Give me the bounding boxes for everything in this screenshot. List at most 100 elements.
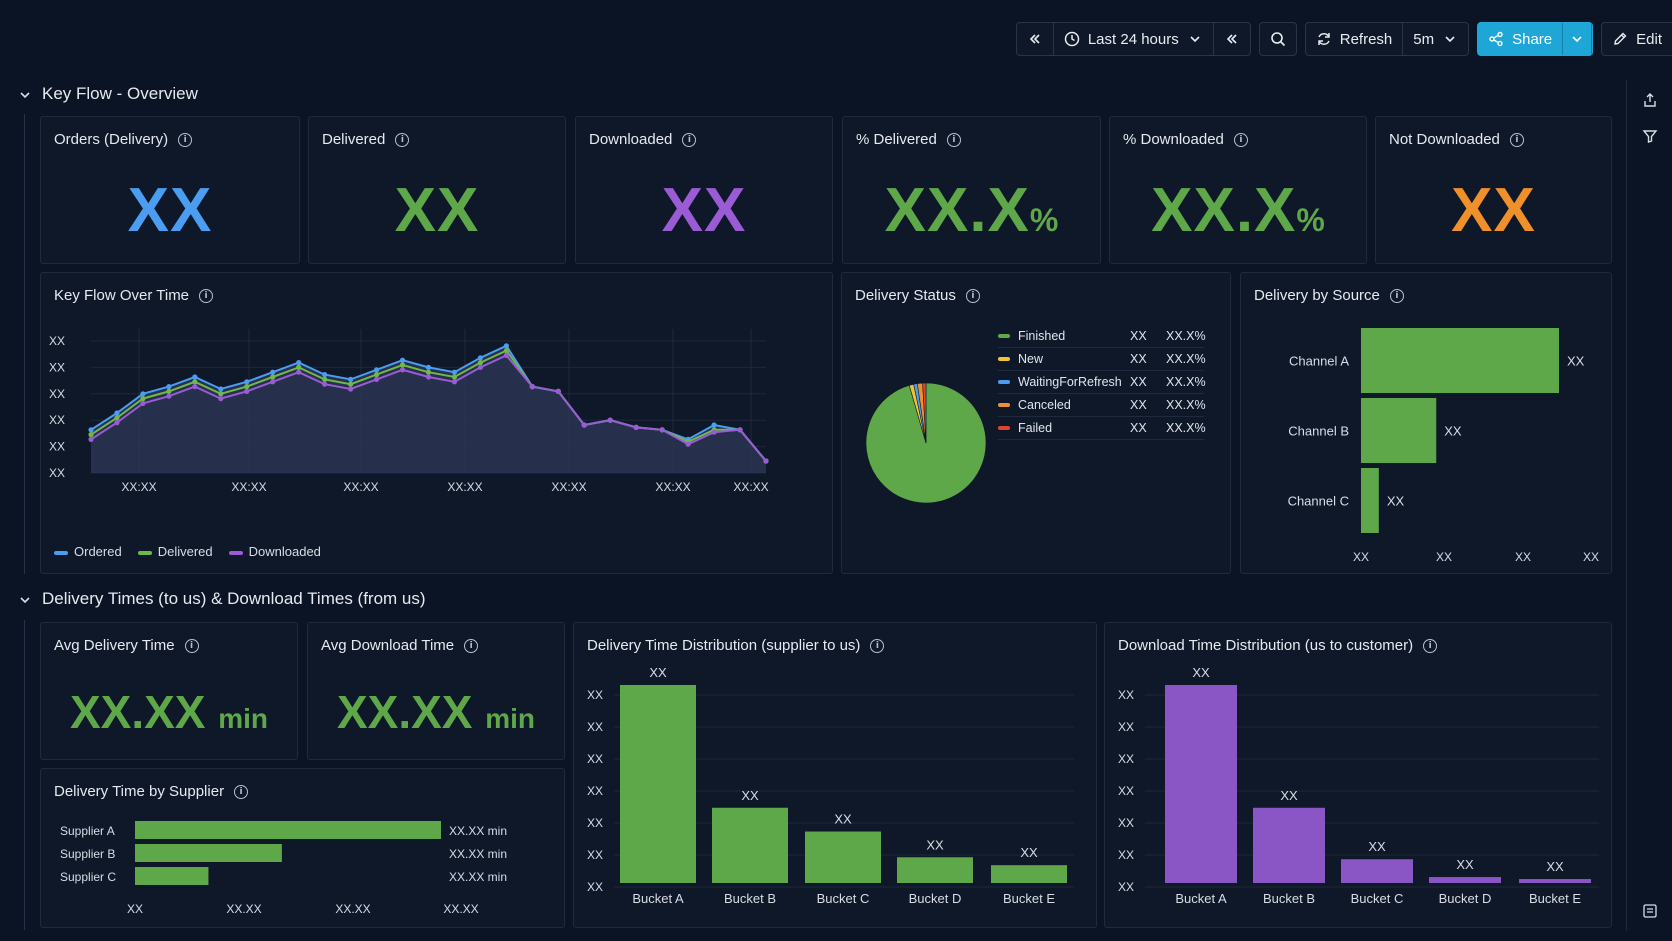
data-point[interactable] xyxy=(192,384,198,390)
info-icon[interactable]: i xyxy=(199,288,214,303)
data-point[interactable] xyxy=(270,369,276,375)
data-point[interactable] xyxy=(529,384,535,390)
legend-item-waitingforrefresh[interactable]: WaitingForRefresh XX XX.X% xyxy=(998,371,1206,394)
data-point[interactable] xyxy=(192,374,198,380)
data-point[interactable] xyxy=(192,379,198,385)
data-point[interactable] xyxy=(244,384,250,390)
section-times-header[interactable]: Delivery Times (to us) & Download Times … xyxy=(18,589,426,609)
data-point[interactable] xyxy=(503,348,509,354)
data-point[interactable] xyxy=(88,436,94,442)
info-icon[interactable]: i xyxy=(395,132,410,147)
data-point[interactable] xyxy=(270,374,276,380)
data-point[interactable] xyxy=(322,372,328,378)
section-overview-header[interactable]: Key Flow - Overview xyxy=(18,84,198,104)
data-point[interactable] xyxy=(503,343,509,349)
data-point[interactable] xyxy=(322,376,328,382)
data-point[interactable] xyxy=(140,400,146,406)
info-icon[interactable]: i xyxy=(464,638,479,653)
data-point[interactable] xyxy=(685,441,691,447)
info-icon[interactable]: i xyxy=(965,288,980,303)
bar-channel-c[interactable] xyxy=(1361,468,1379,533)
data-point[interactable] xyxy=(763,458,769,464)
info-icon[interactable]: i xyxy=(1233,132,1248,147)
data-point[interactable] xyxy=(88,432,94,438)
info-icon[interactable]: i xyxy=(946,132,961,147)
bar-bucket-e[interactable] xyxy=(991,865,1067,883)
bar-channel-b[interactable] xyxy=(1361,398,1437,463)
search-button[interactable] xyxy=(1260,23,1296,55)
data-point[interactable] xyxy=(166,384,172,390)
legend-item-ordered[interactable]: Ordered xyxy=(54,544,122,559)
data-point[interactable] xyxy=(166,393,172,399)
data-point[interactable] xyxy=(140,396,146,402)
bar-bucket-d[interactable] xyxy=(897,857,973,883)
data-point[interactable] xyxy=(348,376,354,382)
legend-item-failed[interactable]: Failed XX XX.X% xyxy=(998,417,1206,440)
bar-bucket-a[interactable] xyxy=(620,685,696,883)
info-icon[interactable]: i xyxy=(870,638,885,653)
bar-supplier-b[interactable] xyxy=(135,844,282,862)
data-point[interactable] xyxy=(166,388,172,394)
share-button[interactable]: Share xyxy=(1478,23,1564,55)
data-point[interactable] xyxy=(373,376,380,382)
legend-item-downloaded[interactable]: Downloaded xyxy=(228,544,321,559)
data-point[interactable] xyxy=(711,422,717,428)
legend-item-finished[interactable]: Finished XX XX.X% xyxy=(998,325,1206,348)
info-icon[interactable]: i xyxy=(1509,132,1524,147)
data-point[interactable] xyxy=(425,374,432,380)
export-icon[interactable] xyxy=(1642,92,1658,108)
edit-button[interactable]: Edit xyxy=(1602,23,1672,55)
data-point[interactable] xyxy=(296,369,302,375)
data-point[interactable] xyxy=(322,381,328,387)
bar-bucket-e[interactable] xyxy=(1519,879,1591,883)
bar-bucket-b[interactable] xyxy=(1253,807,1325,883)
time-zoom-out-button[interactable] xyxy=(1214,23,1250,55)
data-point[interactable] xyxy=(477,355,484,361)
share-dropdown-button[interactable] xyxy=(1563,23,1593,55)
filter-icon[interactable] xyxy=(1642,128,1658,144)
bar-bucket-c[interactable] xyxy=(805,831,881,883)
data-point[interactable] xyxy=(114,415,120,421)
data-point[interactable] xyxy=(607,417,613,423)
data-point[interactable] xyxy=(244,388,250,394)
data-point[interactable] xyxy=(737,427,743,433)
data-point[interactable] xyxy=(451,379,458,385)
data-point[interactable] xyxy=(218,396,224,402)
data-point[interactable] xyxy=(659,427,665,433)
bar-supplier-a[interactable] xyxy=(135,821,441,839)
legend-item-new[interactable]: New XX XX.X% xyxy=(998,348,1206,371)
legend-item-canceled[interactable]: Canceled XX XX.X% xyxy=(998,394,1206,417)
bar-bucket-d[interactable] xyxy=(1429,877,1501,883)
data-point[interactable] xyxy=(270,379,276,385)
data-point[interactable] xyxy=(425,364,432,370)
data-point[interactable] xyxy=(140,391,146,397)
bar-supplier-c[interactable] xyxy=(135,867,209,885)
legend-item-delivered[interactable]: Delivered xyxy=(137,544,213,559)
bar-bucket-b[interactable] xyxy=(712,807,788,883)
info-icon[interactable]: i xyxy=(178,132,193,147)
data-point[interactable] xyxy=(477,360,484,366)
data-point[interactable] xyxy=(296,360,302,366)
info-icon[interactable]: i xyxy=(1389,288,1404,303)
bar-bucket-c[interactable] xyxy=(1341,859,1413,883)
data-point[interactable] xyxy=(296,364,302,370)
info-icon[interactable]: i xyxy=(234,784,249,799)
data-point[interactable] xyxy=(425,369,432,375)
data-point[interactable] xyxy=(399,362,406,368)
data-point[interactable] xyxy=(399,367,406,373)
refresh-button[interactable]: Refresh xyxy=(1306,23,1404,55)
bar-bucket-a[interactable] xyxy=(1165,685,1237,883)
bar-channel-a[interactable] xyxy=(1361,328,1559,393)
data-point[interactable] xyxy=(711,429,717,435)
data-point[interactable] xyxy=(88,427,94,433)
info-icon[interactable]: i xyxy=(184,638,199,653)
data-point[interactable] xyxy=(399,357,406,363)
time-range-picker[interactable]: Last 24 hours xyxy=(1054,23,1214,55)
time-back-button[interactable] xyxy=(1017,23,1054,55)
data-point[interactable] xyxy=(477,364,484,370)
refresh-interval-picker[interactable]: 5m xyxy=(1403,23,1468,55)
data-point[interactable] xyxy=(114,420,120,426)
info-icon[interactable]: i xyxy=(1423,638,1438,653)
pie-slice-failed[interactable] xyxy=(922,382,927,444)
data-point[interactable] xyxy=(373,372,380,378)
